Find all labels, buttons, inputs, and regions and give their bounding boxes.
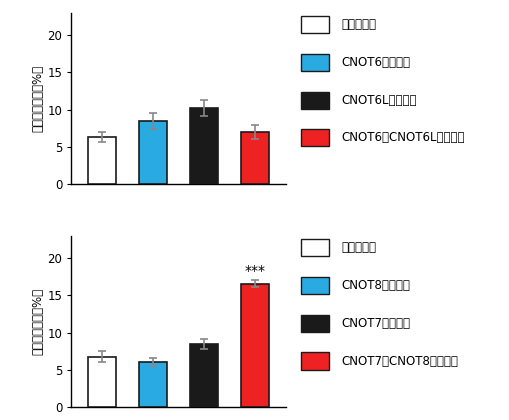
Bar (300, 92, 328, 109)
Text: CNOT7欠損細胞: CNOT7欠損細胞 (341, 317, 410, 330)
Bar (241, 132, 269, 184)
Text: 野生型細胞: 野生型細胞 (341, 18, 376, 31)
Text: CNOT6L欠損細胞: CNOT6L欠損細胞 (341, 94, 416, 107)
Bar (300, 239, 328, 256)
Bar (300, 315, 328, 332)
Bar (300, 129, 328, 147)
Bar (300, 277, 328, 294)
Bar (139, 121, 167, 184)
Bar (241, 284, 269, 407)
Text: CNOT6欠損細胞: CNOT6欠損細胞 (341, 56, 410, 69)
Bar (300, 54, 328, 71)
Bar (190, 344, 218, 407)
Y-axis label: 死細胞の割合（%）: 死細胞の割合（%） (32, 288, 45, 355)
Y-axis label: 死細胞の割合（%）: 死細胞の割合（%） (32, 65, 45, 132)
Text: ***: *** (244, 264, 265, 278)
Bar (300, 16, 328, 33)
Bar (88, 357, 116, 407)
Bar (88, 137, 116, 184)
Bar (139, 362, 167, 407)
Text: CNOT6・CNOT6L欠損細胞: CNOT6・CNOT6L欠損細胞 (341, 131, 464, 144)
Text: CNOT8欠損細胞: CNOT8欠損細胞 (341, 279, 410, 292)
Text: CNOT7・CNOT8欠損細胞: CNOT7・CNOT8欠損細胞 (341, 354, 458, 368)
Bar (300, 352, 328, 370)
Bar (190, 108, 218, 184)
Text: 野生型細胞: 野生型細胞 (341, 241, 376, 254)
